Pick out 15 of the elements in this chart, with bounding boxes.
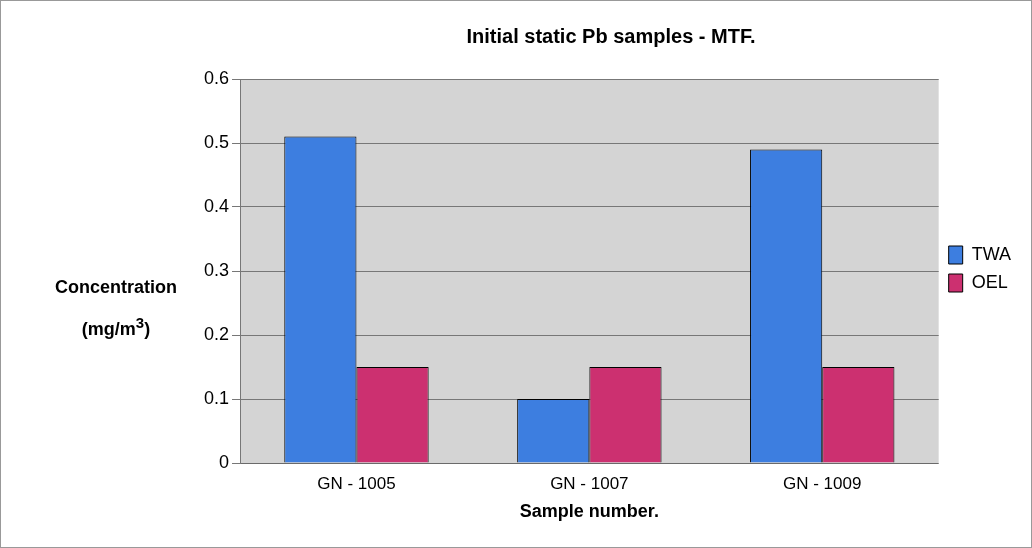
y-tick-label: 0.2 — [203, 323, 230, 344]
legend-label: OEL — [971, 271, 1008, 292]
legend-label: TWA — [971, 243, 1012, 264]
x-tick-label: GN - 1009 — [783, 473, 862, 493]
text: Concentration (mg/m$^{3}$) — [54, 277, 177, 339]
y-tick-label: 0.4 — [203, 195, 230, 216]
y-tick-label: 0 — [219, 451, 230, 472]
chart-title: Initial static Pb samples - MTF. — [466, 24, 756, 47]
y-tick-label: 0.1 — [203, 387, 230, 408]
y-tick-label: 0.5 — [203, 131, 230, 152]
y-tick-label: 0.3 — [203, 259, 230, 280]
x-tick-label: GN - 1007 — [550, 473, 629, 493]
y-tick-label: 0.6 — [203, 67, 230, 88]
x-tick-label: GN - 1005 — [317, 473, 396, 493]
x-axis-title: Sample number. — [519, 501, 659, 522]
